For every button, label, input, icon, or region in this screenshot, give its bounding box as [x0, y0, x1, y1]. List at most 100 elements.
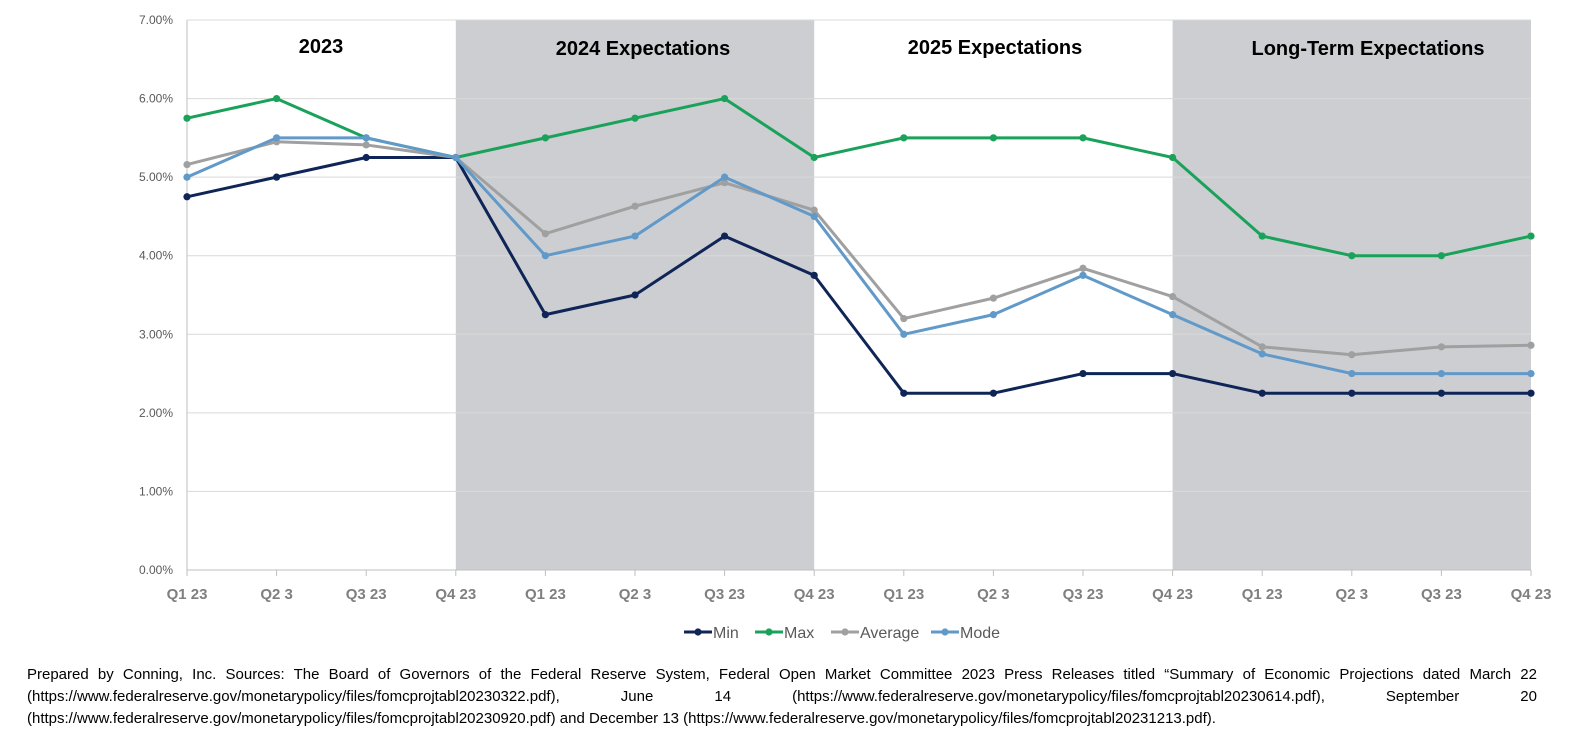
data-point-mode: [1348, 369, 1356, 378]
legend-marker-min: [694, 628, 702, 636]
x-tick-label: Q2 3: [977, 586, 1010, 603]
data-point-max: [1258, 232, 1266, 240]
period-label: 2024 Expectations: [556, 38, 731, 60]
data-point-mode: [1258, 350, 1266, 358]
x-tick-label: Q1 23: [167, 586, 208, 603]
data-point-mode: [183, 173, 191, 181]
data-point-min: [273, 173, 281, 181]
data-point-max: [273, 94, 281, 103]
period-labels: 2023 2024 Expectations 2025 Expectations Lo…: [299, 36, 1485, 60]
data-point-average: [1258, 343, 1266, 351]
data-point-max: [1079, 134, 1087, 142]
data-point-min: [541, 311, 550, 319]
data-point-max: [900, 134, 908, 142]
data-point-average: [1079, 264, 1087, 272]
data-point-max: [810, 153, 818, 162]
data-point-mode: [1527, 369, 1535, 378]
y-tick-label: 6.00%: [139, 92, 173, 106]
data-point-max: [721, 94, 729, 103]
series-line-average: [186, 140, 1532, 357]
data-point-mode: [989, 311, 998, 319]
data-point-average: [541, 230, 550, 238]
data-point-min: [1527, 389, 1535, 397]
data-point-min: [721, 232, 729, 240]
y-tick-label: 7.00%: [139, 13, 173, 27]
legend-label-average: Average: [860, 625, 919, 642]
data-point-max: [183, 114, 191, 122]
data-point-mode: [452, 153, 460, 162]
data-point-average: [183, 160, 191, 169]
data-point-min: [1258, 389, 1266, 397]
data-point-mode: [900, 330, 908, 338]
data-point-min: [1079, 369, 1087, 378]
x-tick-label: Q2 3: [619, 586, 652, 603]
data-point-average: [631, 202, 639, 210]
legend-marker-max: [765, 628, 773, 636]
y-tick-label: 2.00%: [139, 406, 173, 420]
data-point-min: [1437, 389, 1445, 397]
y-tick-label: 1.00%: [139, 484, 173, 498]
x-tick-label: Q2 3: [260, 586, 293, 603]
data-point-mode: [1079, 271, 1087, 279]
data-point-min: [631, 291, 639, 299]
data-point-max: [1348, 252, 1356, 260]
data-point-min: [989, 389, 998, 397]
legend-marker-average: [841, 628, 849, 636]
data-point-average: [1169, 292, 1177, 301]
data-point-average: [989, 294, 998, 302]
legend-marker-mode: [941, 628, 949, 636]
legend-label-mode: Mode: [960, 625, 1000, 642]
series-line-min: [186, 156, 1531, 395]
x-tick-label: Q4 23: [794, 586, 835, 603]
period-label: 2023: [299, 36, 344, 58]
data-point-max: [989, 134, 998, 142]
data-point-mode: [362, 134, 370, 142]
data-point-average: [1437, 343, 1445, 351]
data-point-min: [1348, 389, 1356, 397]
data-point-max: [1527, 232, 1535, 240]
data-point-average: [362, 141, 370, 149]
data-point-mode: [721, 173, 729, 181]
data-point-mode: [810, 212, 818, 221]
rate-projections-chart: 2023 2024 Expectations 2025 Expectations Lo…: [139, 13, 1552, 642]
x-tick-label: Q3 23: [346, 586, 387, 603]
y-tick-label: 4.00%: [139, 249, 173, 263]
data-point-min: [810, 271, 818, 279]
data-point-average: [1348, 351, 1356, 359]
legend: Min Max Average Mode: [684, 625, 1000, 642]
period-shading: [455, 20, 1531, 570]
gridlines: [187, 19, 1531, 571]
x-tick-label: Q1 23: [1242, 586, 1283, 603]
source-footnote: Prepared by Conning, Inc. Sources: The B…: [27, 666, 1537, 727]
series-lines: [183, 94, 1535, 397]
series-line-mode: [186, 136, 1531, 376]
data-point-mode: [1437, 369, 1445, 378]
data-point-min: [900, 389, 908, 397]
y-tick-label: 5.00%: [139, 170, 173, 184]
data-point-average: [1527, 341, 1535, 349]
x-axis: Q1 23 Q2 3 Q3 23 Q4 23 Q1 23 Q2 3 Q3 23 Q4 23 Q1…: [167, 20, 1552, 603]
data-point-average: [810, 206, 818, 214]
data-point-average: [721, 179, 729, 187]
x-tick-label: Q4 23: [1511, 586, 1552, 603]
y-tick-label: 0.00%: [139, 563, 173, 577]
period-label: 2025 Expectations: [908, 37, 1083, 59]
data-point-min: [183, 193, 191, 201]
data-point-max: [1169, 153, 1177, 162]
x-tick-label: Q1 23: [883, 586, 924, 603]
x-tick-label: Q3 23: [1421, 586, 1462, 603]
period-label: Long-Term Expectations: [1252, 38, 1485, 60]
y-axis-ticks: 0.00% 1.00% 2.00% 3.00% 4.00% 5.00% 6.00% 7.00%: [139, 13, 173, 577]
data-point-max: [631, 114, 639, 122]
data-point-max: [541, 134, 550, 142]
x-tick-label: Q4 23: [1152, 586, 1193, 603]
period-shade-3: [1172, 20, 1531, 570]
data-point-mode: [273, 134, 281, 142]
y-tick-label: 3.00%: [139, 327, 173, 341]
legend-label-min: Min: [713, 625, 739, 642]
data-point-mode: [1169, 311, 1177, 319]
data-point-min: [362, 153, 370, 162]
data-point-max: [1437, 252, 1445, 260]
legend-label-max: Max: [784, 625, 814, 642]
data-point-min: [1169, 369, 1177, 378]
